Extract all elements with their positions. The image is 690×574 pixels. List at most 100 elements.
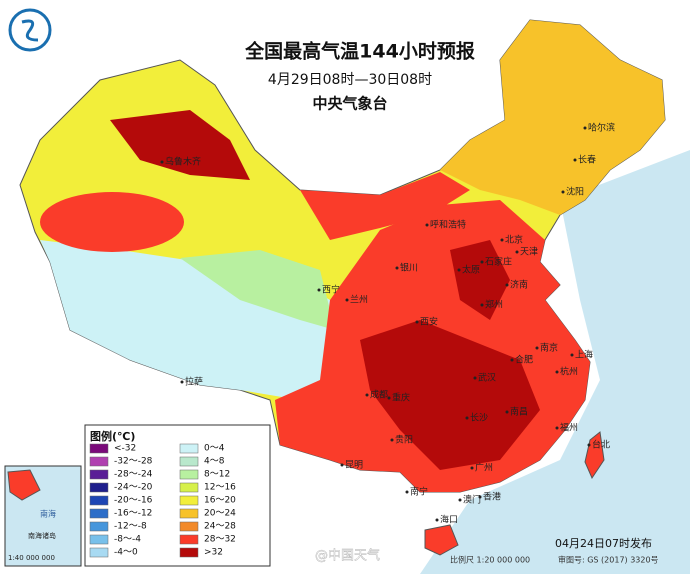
legend-label: -32～-28: [114, 457, 153, 467]
legend-swatch: [179, 534, 199, 545]
issuer: 中央气象台: [312, 95, 387, 113]
region-junggar: [110, 110, 250, 180]
city-dot: [573, 158, 577, 162]
period: 4月29日08时—30日08时: [268, 72, 432, 88]
city-label: 石家庄: [485, 256, 512, 268]
legend-label: -16～-12: [114, 509, 152, 519]
city-dot: [180, 380, 184, 384]
legend-label: 12～16: [204, 483, 236, 493]
legend-swatch: [179, 443, 199, 454]
city-label: 长沙: [470, 412, 488, 424]
city-label: 西安: [420, 316, 438, 328]
legend-label: 4～8: [204, 457, 225, 467]
city-label: 南京: [540, 342, 558, 354]
city-dot: [555, 370, 559, 374]
legend-label: 28～32: [204, 535, 236, 545]
legend-label: <-32: [114, 444, 136, 454]
legend-label: 8～12: [204, 470, 230, 480]
city-label: 哈尔滨: [588, 122, 615, 134]
city-dot: [458, 498, 462, 502]
city-label: 天津: [520, 247, 538, 258]
city-label: 郑州: [485, 299, 503, 311]
region-qinghai: [180, 250, 335, 330]
city-label: 上海: [575, 349, 593, 361]
inset-sea: 南海: [40, 509, 56, 519]
title: 全国最高气温144小时预报: [244, 40, 475, 63]
legend-box: [84, 424, 271, 567]
legend-swatch: [89, 521, 109, 532]
city-label: 福州: [560, 422, 578, 434]
city-dot: [480, 303, 484, 307]
legend-swatch: [179, 469, 199, 480]
legend-swatch: [89, 456, 109, 467]
city-label: 兰州: [350, 294, 368, 306]
city-dot: [317, 288, 321, 292]
city-dot: [480, 260, 484, 264]
legend-label: -4～0: [114, 548, 138, 558]
city-dot: [457, 268, 461, 272]
city-dot: [510, 358, 514, 362]
city-label: 济南: [510, 279, 528, 291]
scale: 比例尺 1:20 000 000: [450, 555, 530, 565]
legend-label: -20～-16: [114, 496, 153, 506]
city-dot: [515, 250, 519, 254]
region-tarim: [40, 192, 184, 252]
legend-label: 24～28: [204, 522, 236, 532]
city-dot: [505, 410, 509, 414]
legend-swatch: [89, 443, 109, 454]
city-label: 贵阳: [395, 434, 413, 446]
legend-label: -24～-20: [114, 483, 153, 493]
legend-swatch: [179, 482, 199, 493]
legend-swatch: [179, 495, 199, 506]
city-label: 杭州: [560, 366, 578, 378]
city-dot: [365, 393, 369, 397]
city-label: 呼和浩特: [430, 219, 466, 231]
city-label: 沈阳: [566, 186, 584, 198]
city-dot: [425, 223, 429, 227]
city-dot: [395, 266, 399, 270]
region-hot-north: [450, 240, 510, 320]
city-label: 台北: [592, 439, 610, 451]
legend-swatch: [179, 521, 199, 532]
city-dot: [583, 126, 587, 130]
city-dot: [465, 416, 469, 420]
region-north: [300, 172, 470, 240]
city-label: 长春: [578, 154, 596, 166]
sea: [420, 150, 690, 574]
city-dot: [505, 283, 509, 287]
legend-label: 20～24: [204, 509, 236, 519]
region-hot-south: [360, 320, 540, 470]
city-dot: [415, 320, 419, 324]
china-land: [19, 19, 666, 493]
legend-label: >32: [204, 548, 223, 558]
city-label: 北京: [505, 234, 523, 246]
city-dot: [160, 160, 164, 164]
logo-mark: [21, 19, 39, 42]
legend-swatch: [89, 547, 109, 558]
legend-title: 图例(℃): [90, 429, 135, 443]
legend-swatch: [179, 456, 199, 467]
city-label: 拉萨: [185, 376, 203, 388]
city-dot: [473, 376, 477, 380]
legend-label: -8～-4: [114, 535, 141, 545]
city-dot: [340, 463, 344, 467]
city-label: 澳门: [463, 494, 481, 506]
city-label: 武汉: [478, 372, 496, 384]
city-label: 重庆: [392, 392, 410, 404]
legend-label: -12～-8: [114, 522, 147, 532]
legend-label: 16～20: [204, 496, 236, 506]
legend-swatch: [89, 495, 109, 506]
city-label: 太原: [462, 264, 480, 276]
city-dot: [435, 518, 439, 522]
legend-swatch: [89, 534, 109, 545]
city-label: 南昌: [510, 406, 528, 418]
region-northeast: [440, 20, 665, 215]
city-label: 昆明: [345, 460, 363, 471]
city-dot: [478, 495, 482, 499]
legend-swatch: [179, 547, 199, 558]
inset-land: [7, 469, 41, 501]
city-dot: [535, 346, 539, 350]
approval: 审图号: GS (2017) 3320号: [558, 555, 659, 565]
city-dot: [390, 438, 394, 442]
